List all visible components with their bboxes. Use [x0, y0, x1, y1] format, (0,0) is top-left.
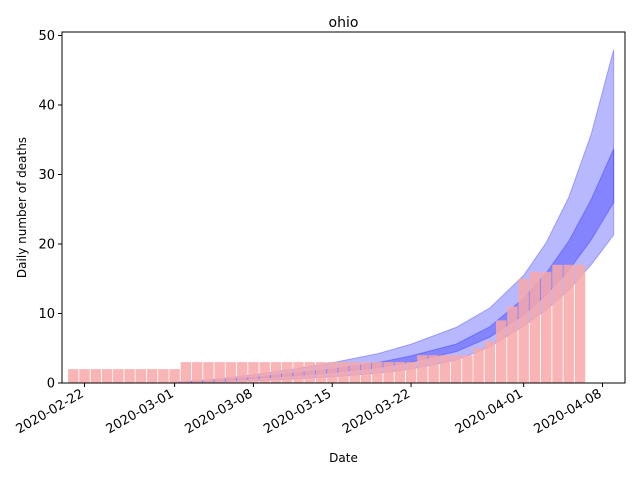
- bar-2020-03-11: [282, 362, 293, 383]
- bar-2020-03-07: [237, 362, 248, 383]
- bar-2020-03-25: [439, 355, 451, 383]
- bar-2020-03-29: [484, 341, 496, 383]
- bar-2020-03-01: [169, 369, 180, 383]
- bar-2020-03-16: [338, 362, 349, 383]
- bar-2020-03-20: [383, 362, 394, 383]
- y-tick-label: 50: [38, 29, 55, 44]
- y-axis-label: Daily number of deaths: [15, 137, 29, 278]
- bar-2020-03-15: [327, 362, 338, 383]
- bar-2020-02-23: [90, 369, 101, 383]
- bar-2020-03-04: [203, 362, 214, 383]
- bar-2020-03-17: [349, 362, 360, 383]
- bar-2020-02-25: [113, 369, 124, 383]
- y-tick-label: 0: [47, 377, 55, 392]
- bar-2020-04-03: [541, 271, 552, 383]
- y-tick-label: 10: [38, 307, 55, 322]
- bar-2020-03-22: [405, 362, 417, 383]
- bar-2020-03-05: [214, 362, 225, 383]
- bar-2020-03-08: [248, 362, 259, 383]
- x-tick-label: 2020-03-08: [182, 386, 255, 437]
- bar-2020-02-26: [124, 369, 135, 383]
- y-axis: 0 10 20 30 40 50: [38, 29, 62, 392]
- bar-2020-03-26: [450, 355, 462, 383]
- bar-2020-03-03: [191, 362, 203, 383]
- bar-2020-02-27: [135, 369, 146, 383]
- y-tick-label: 20: [38, 237, 55, 252]
- bar-2020-02-28: [146, 369, 158, 383]
- bar-2020-04-02: [529, 271, 541, 383]
- bar-2020-03-09: [259, 362, 270, 383]
- bar-2020-02-24: [101, 369, 113, 383]
- x-tick-label: 2020-03-15: [261, 386, 334, 437]
- bar-2020-02-29: [158, 369, 169, 383]
- bar-2020-03-06: [225, 362, 237, 383]
- bar-2020-03-30: [496, 320, 507, 383]
- bar-2020-03-02: [180, 362, 192, 383]
- bar-2020-03-21: [394, 362, 405, 383]
- bar-2020-03-28: [473, 348, 484, 383]
- bar-2020-03-10: [270, 362, 282, 383]
- bar-2020-04-01: [518, 278, 529, 383]
- bar-2020-04-06: [574, 264, 586, 383]
- bar-2020-03-19: [372, 362, 383, 383]
- x-tick-label: 2020-03-01: [104, 386, 177, 437]
- bar-2020-03-18: [360, 362, 372, 383]
- x-axis: 2020-02-22 2020-03-01 2020-03-08 2020-03-15…: [14, 383, 605, 437]
- bar-2020-04-05: [563, 264, 574, 383]
- x-axis-label: Date: [329, 451, 358, 465]
- x-tick-label: 2020-04-01: [453, 386, 526, 437]
- y-tick-label: 40: [38, 98, 55, 113]
- y-tick-label: 30: [38, 168, 55, 183]
- bar-2020-03-14: [315, 362, 327, 383]
- bars-layer: [68, 264, 586, 383]
- bar-2020-03-13: [304, 362, 315, 383]
- x-tick-label: 2020-04-08: [532, 386, 605, 437]
- x-tick-label: 2020-03-22: [340, 386, 413, 437]
- bar-2020-02-21: [68, 369, 79, 383]
- bar-2020-03-24: [428, 355, 439, 383]
- plot-frame: [61, 31, 626, 384]
- bar-2020-03-23: [417, 355, 428, 383]
- x-tick-label: 2020-02-22: [14, 386, 87, 437]
- bar-2020-02-22: [79, 369, 90, 383]
- chart-title: ohio: [329, 15, 359, 31]
- bar-2020-04-04: [552, 264, 563, 383]
- bar-2020-03-31: [507, 306, 518, 383]
- bar-2020-03-12: [293, 362, 304, 383]
- bar-2020-03-27: [462, 355, 473, 383]
